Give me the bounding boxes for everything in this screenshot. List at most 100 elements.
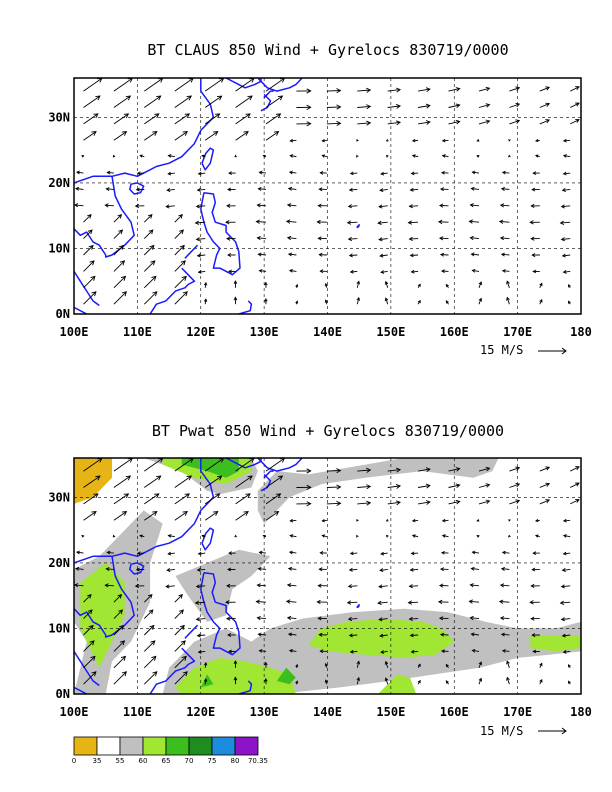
wind-vector [385, 534, 389, 538]
wind-vector [287, 566, 297, 571]
wind-vector [385, 154, 389, 158]
wind-vector [83, 291, 97, 305]
wind-vector [531, 187, 540, 192]
wind-vector [478, 119, 491, 125]
y-tick-label: 0N [56, 307, 70, 321]
top-map-panel: BT CLAUS 850 Wind + Gyrelocs 830719/0000… [48, 41, 592, 357]
wind-vector [387, 483, 402, 489]
wind-vector [113, 475, 132, 488]
coastline-segment-2 [74, 608, 107, 638]
wind-vector [379, 568, 388, 573]
wind-vector [529, 600, 540, 605]
wind-vector [225, 220, 236, 225]
wind-vector [380, 650, 388, 654]
x-tick-label: 180 [570, 705, 592, 719]
wind-vector [288, 550, 297, 555]
wind-vector [438, 583, 449, 588]
wind-vector [356, 280, 361, 288]
x-tick-label: 100E [60, 705, 89, 719]
wind-vector [356, 660, 361, 668]
wind-vector [113, 275, 127, 289]
wind-vector [264, 298, 268, 305]
wind-vector [195, 237, 206, 242]
wind-vector [257, 632, 267, 637]
wind-vector [570, 118, 580, 125]
wind-vector [478, 297, 483, 305]
wind-vector [441, 518, 449, 523]
y-tick-label: 20N [48, 556, 70, 570]
wind-vector [289, 518, 297, 523]
wind-vector [287, 252, 297, 257]
color-bar-swatch [119, 736, 144, 756]
wind-vector [356, 154, 359, 158]
wind-vector [440, 550, 449, 555]
x-tick-label: 140E [313, 705, 342, 719]
color-bar-label: 60 [139, 757, 148, 765]
wind-vector [83, 475, 101, 488]
wind-vector [378, 204, 388, 209]
wind-vector [113, 458, 133, 472]
wind-vector [228, 171, 236, 175]
wind-vector [346, 600, 358, 605]
x-tick-label: 160E [440, 325, 469, 339]
wind-vector [500, 186, 510, 191]
wind-vector [445, 663, 449, 669]
wind-vector [380, 551, 388, 556]
wind-vector [174, 640, 186, 652]
wind-vector [143, 260, 156, 272]
wind-vector [144, 113, 160, 125]
wind-vector [448, 499, 461, 505]
wind-vector [530, 236, 540, 241]
wind-vector [113, 624, 125, 636]
color-bar: 0 35 55 60 65 70 75 80 70.35 [72, 736, 268, 765]
wind-vector [384, 677, 389, 685]
wind-vector [316, 599, 327, 605]
coastline-segment-12 [238, 680, 253, 694]
color-bar-label: 70.35 [248, 757, 268, 765]
wind-vector [289, 534, 297, 538]
wind-vector [509, 482, 521, 488]
wind-vector [407, 600, 419, 605]
coastline-segment-9 [200, 571, 241, 656]
bottom-y-tick-labels: 0N 10N 20N 30N [48, 490, 70, 701]
wind-vector [562, 518, 571, 523]
wind-vector [296, 468, 312, 474]
wind-vector [529, 220, 540, 225]
wind-vector [321, 518, 327, 523]
wind-vector [441, 154, 449, 158]
wind-vector [296, 121, 312, 127]
wind-vector [112, 534, 116, 538]
wind-vector [257, 252, 267, 257]
wind-vector [532, 649, 540, 654]
wind-vector [562, 171, 571, 176]
wind-vector [197, 650, 206, 654]
wind-vector [83, 214, 92, 223]
wind-vector [319, 649, 327, 654]
wind-vector [143, 640, 156, 652]
wind-vector [204, 95, 223, 108]
wind-vector [226, 203, 236, 208]
wind-vector [349, 171, 358, 176]
wind-vector [295, 663, 299, 668]
pwat-region-2 [257, 458, 499, 524]
wind-vector [321, 138, 327, 143]
wind-vector [113, 78, 133, 92]
wind-vector [408, 616, 419, 622]
wind-vector [167, 534, 175, 538]
wind-vector [204, 78, 225, 92]
wind-vector [174, 475, 192, 488]
wind-vector [203, 661, 208, 668]
wind-vector [478, 677, 483, 685]
y-tick-label: 10N [48, 241, 70, 255]
wind-vector [113, 655, 127, 669]
bottom-precipitable-water-shading [74, 458, 581, 694]
wind-vector [167, 551, 175, 556]
wind-vector [438, 616, 449, 621]
wind-vector [437, 219, 449, 225]
wind-vector [113, 113, 130, 125]
wind-vector [143, 624, 155, 636]
color-bar-label: 35 [93, 757, 102, 765]
wind-vector [410, 649, 419, 654]
wind-vector [201, 534, 206, 538]
wind-vector [570, 466, 580, 472]
